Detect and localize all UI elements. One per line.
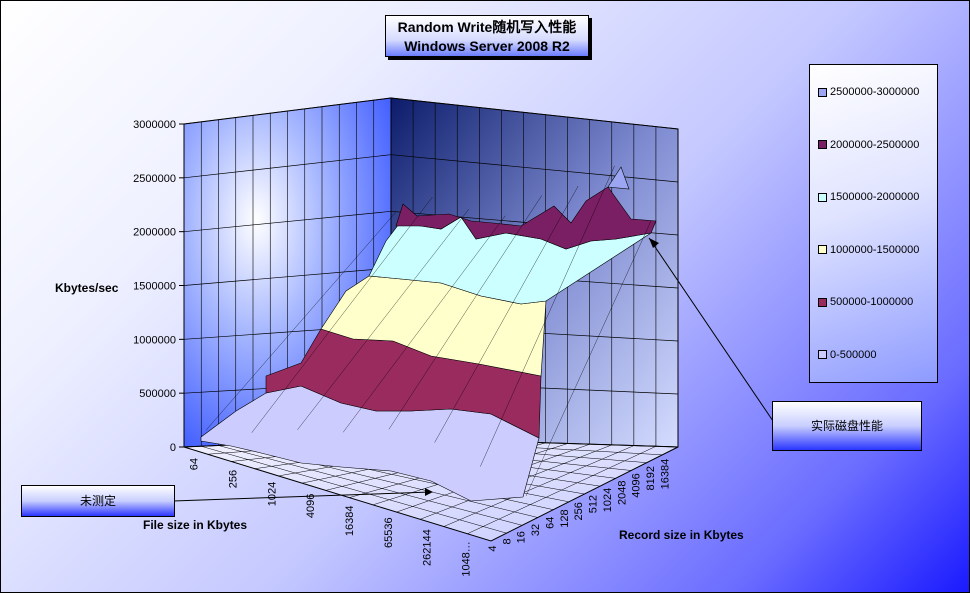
- surface-mesh-line: [251, 196, 433, 433]
- record-size-tick-label: 8: [501, 538, 513, 544]
- legend-swatch: [818, 297, 827, 307]
- file-size-tick-label: 65536: [383, 517, 395, 548]
- legend: 2500000-3000000 2000000-2500000 1500000-20…: [809, 64, 938, 383]
- legend-item: 1500000-2000000: [818, 190, 919, 204]
- y-axis-title: Record size in Kbytes: [619, 528, 744, 542]
- grid-line: [201, 446, 507, 534]
- legend-swatch: [818, 245, 827, 255]
- legend-label: 0-500000: [830, 348, 877, 361]
- z-axis-title: Kbytes/sec: [55, 281, 119, 295]
- surface-mesh-line: [525, 220, 652, 497]
- record-size-tick-label: 16384: [659, 459, 671, 490]
- legend-item: 2500000-3000000: [818, 85, 919, 99]
- callout-arrow-disk-head: [649, 238, 659, 248]
- file-size-axis-ticks: 64 256 1024 4096 16384 65536 262144 1048…: [189, 458, 473, 577]
- surface-mesh-line: [342, 215, 506, 433]
- x-axis-title: File size in Kbytes: [143, 518, 248, 532]
- file-size-tick-label: 256: [228, 470, 240, 488]
- record-size-tick-label: 512: [588, 495, 600, 513]
- callout-arrow-untested-head: [425, 488, 433, 496]
- file-size-tick-label: 1048…: [460, 541, 472, 576]
- surface-mesh-line: [434, 185, 579, 443]
- record-size-tick-label: 4: [487, 546, 499, 552]
- legend-swatch: [818, 350, 827, 360]
- legend-label: 2500000-3000000: [830, 86, 920, 98]
- z-tick-label: 3000000: [133, 119, 176, 131]
- chart-subtitle: Windows Server 2008 R2: [404, 38, 570, 54]
- surface-mesh-line: [297, 208, 470, 430]
- z-tick-label: 1000000: [133, 334, 176, 346]
- legend-label: 1500000-2000000: [830, 191, 920, 203]
- record-size-tick-label: 16: [516, 531, 528, 543]
- surface-mesh-line: [480, 165, 615, 467]
- record-size-tick-label: 64: [544, 517, 556, 529]
- file-size-tick-label: 16384: [344, 506, 356, 537]
- surface-mesh-line: [388, 195, 542, 430]
- z-tick-label: 500000: [139, 388, 176, 400]
- surface: [200, 165, 657, 502]
- record-size-tick-label: 2048: [616, 480, 628, 504]
- legend-label: 1000000-1500000: [830, 243, 920, 256]
- file-size-tick-label: 64: [189, 458, 201, 470]
- chart-title: Random Write随机写入性能: [397, 19, 577, 35]
- legend-item: 0-500000: [818, 348, 877, 362]
- legend-item: 1000000-1500000: [818, 243, 919, 257]
- legend-label: 500000-1000000: [830, 296, 914, 308]
- callout-arrow-untested: [172, 491, 432, 502]
- z-axis-ticks: 3000000 2500000 2000000 1500000 1000000 50000…: [133, 119, 184, 454]
- callout-actual-disk-label: 实际磁盘性能: [810, 419, 883, 433]
- z-tick-label: 1500000: [133, 281, 176, 293]
- record-size-tick-label: 8192: [645, 466, 657, 490]
- legend-label: 2000000-2500000: [830, 138, 920, 151]
- record-size-tick-label: 128: [559, 509, 571, 527]
- legend-item: 500000-1000000: [818, 295, 913, 309]
- record-size-tick-label: 1024: [602, 488, 614, 512]
- callout-untested-label: 未测定: [79, 494, 116, 508]
- band-2500000-3000000: [607, 166, 630, 190]
- legend-item: 2000000-2500000: [818, 138, 919, 152]
- grid-line: [467, 446, 657, 534]
- record-size-tick-label: 4096: [631, 473, 643, 497]
- legend-swatch: [818, 87, 827, 97]
- grid-line: [443, 445, 634, 527]
- record-size-tick-label: 32: [530, 524, 542, 536]
- legend-swatch: [818, 140, 827, 150]
- z-tick-label: 2500000: [133, 173, 176, 185]
- record-size-tick-label: 256: [573, 502, 585, 520]
- grid-line: [390, 97, 679, 130]
- legend-swatch: [818, 192, 827, 202]
- z-tick-label: 2000000: [133, 227, 176, 239]
- callout-arrow-disk: [648, 237, 774, 422]
- surface-mesh: [205, 165, 652, 497]
- surface-mesh-line: [205, 211, 397, 431]
- file-size-tick-label: 262144: [422, 529, 434, 566]
- callout-actual-disk: 实际磁盘性能: [772, 401, 922, 451]
- band-2000000-2500000: [395, 186, 657, 250]
- chart-title-box: Random Write随机写入性能 Windows Server 2008 R…: [385, 15, 589, 57]
- file-size-tick-label: 1024: [266, 482, 278, 506]
- callout-untested: 未测定: [21, 485, 175, 517]
- grid-line: [218, 445, 523, 526]
- file-size-tick-label: 4096: [305, 494, 317, 518]
- grid-line: [390, 154, 679, 183]
- z-tick-label: 0: [170, 442, 176, 454]
